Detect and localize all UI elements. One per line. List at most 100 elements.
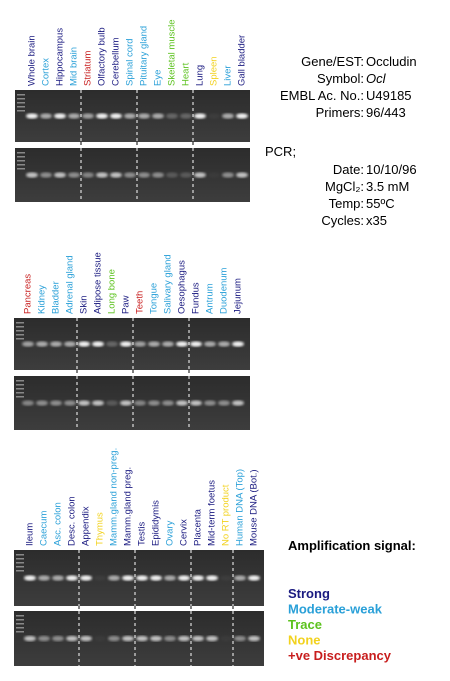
info-label: MgCl₂: <box>325 179 364 194</box>
gel-band <box>162 400 174 406</box>
gel-band <box>50 400 62 406</box>
gel-band <box>222 172 234 178</box>
gel-band <box>78 341 90 347</box>
gel-band <box>180 113 192 119</box>
ladder-band <box>16 338 24 340</box>
gel-band <box>204 341 216 347</box>
gel-band <box>150 575 162 581</box>
lane-label: Mid-term foetus <box>207 480 218 546</box>
gel-band <box>22 400 34 406</box>
info-label: Primers: <box>316 105 364 120</box>
gel-band <box>50 341 62 347</box>
gel-band <box>80 635 92 642</box>
gel-band <box>150 635 162 642</box>
ladder-band <box>17 160 25 162</box>
ladder-band <box>16 330 24 332</box>
gel-band <box>206 635 218 642</box>
gel-band <box>82 172 94 178</box>
gel-band <box>176 400 188 406</box>
gel-band <box>222 113 234 119</box>
gel-band <box>110 113 122 119</box>
gel-band <box>94 575 106 581</box>
gel-band <box>208 172 220 177</box>
lane-label: Lung <box>195 65 206 86</box>
gel-band <box>22 341 34 347</box>
legend-item: Moderate-weak <box>288 602 383 617</box>
gel-band <box>178 575 190 581</box>
lane-label: Olfactory bulb <box>97 27 108 86</box>
gel-band <box>138 172 150 178</box>
lane-label: Adrenal gland <box>65 255 76 314</box>
lane-label: Pituitary gland <box>139 26 150 86</box>
gel-band <box>54 113 66 119</box>
lane-label: Salivary gland <box>163 254 174 314</box>
ladder-band <box>16 554 24 556</box>
info-value: Occludin <box>366 54 417 69</box>
gel-band <box>148 341 160 347</box>
gel-band <box>180 172 192 178</box>
gel-band <box>124 113 136 119</box>
gel-band <box>208 113 220 119</box>
info-value: U49185 <box>366 88 412 103</box>
gel-band <box>110 172 122 178</box>
gel-band <box>40 113 52 119</box>
gel-band <box>178 635 190 642</box>
ladder-band <box>16 615 24 617</box>
gel-band <box>64 341 76 347</box>
info-value: 10/10/96 <box>366 162 417 177</box>
ladder-band <box>16 326 24 328</box>
info-value: x35 <box>366 213 387 228</box>
ladder-band <box>16 619 24 621</box>
lane-label: Liver <box>223 65 234 86</box>
ladder-band <box>17 98 25 100</box>
info-value: 55ºC <box>366 196 395 211</box>
gel-band <box>166 113 178 119</box>
lane-label: Hippocampus <box>55 28 66 86</box>
gel-band <box>190 400 202 406</box>
gel-band <box>54 172 66 178</box>
lane-label: Caecum <box>39 511 50 546</box>
gel-band <box>38 635 50 642</box>
ladder-band <box>16 558 24 560</box>
gel-band <box>68 113 80 119</box>
gel-band <box>138 113 150 119</box>
ladder-band <box>17 156 25 158</box>
lane-label: No RT product <box>221 484 232 546</box>
gel-band <box>92 400 104 406</box>
gel-band <box>134 400 146 406</box>
lane-label: Oesophagus <box>177 260 188 314</box>
lane-label: Skin <box>79 296 90 314</box>
gel-band <box>26 113 38 119</box>
gel-band <box>68 172 80 178</box>
info-label: Temp: <box>329 196 364 211</box>
lane-label: Duodenum <box>219 267 230 314</box>
gel-band <box>106 400 118 406</box>
gel-band <box>108 635 120 642</box>
gel-band <box>134 341 146 347</box>
gel-band <box>106 341 118 347</box>
lane-label: Human DNA (Top) <box>235 469 246 546</box>
gel-band <box>232 341 244 347</box>
gel-band <box>26 172 38 178</box>
info-label: EMBL Ac. No.: <box>280 88 364 103</box>
gel-band <box>152 113 164 119</box>
gel-band <box>96 172 108 178</box>
lane-label: Heart <box>181 62 192 86</box>
gel-band <box>80 575 92 581</box>
ladder-band <box>16 384 24 386</box>
lane-label: Asc. colon <box>53 502 64 546</box>
ladder-band <box>16 631 24 633</box>
lane-label: Cortex <box>41 58 52 86</box>
gel-band <box>122 575 134 581</box>
lane-label: Eye <box>153 70 164 86</box>
info-label: Symbol: <box>317 71 364 86</box>
gel-band <box>92 341 104 347</box>
gel-band <box>232 400 244 406</box>
gel-band <box>236 172 248 178</box>
lane-label: Mamm.gland non-preg. <box>109 448 120 546</box>
gel-band <box>136 635 148 642</box>
ladder-band <box>17 164 25 166</box>
lane-label: Long bone <box>107 269 118 314</box>
lane-label: Kidney <box>37 285 48 314</box>
lane-label: Epididymis <box>151 500 162 546</box>
